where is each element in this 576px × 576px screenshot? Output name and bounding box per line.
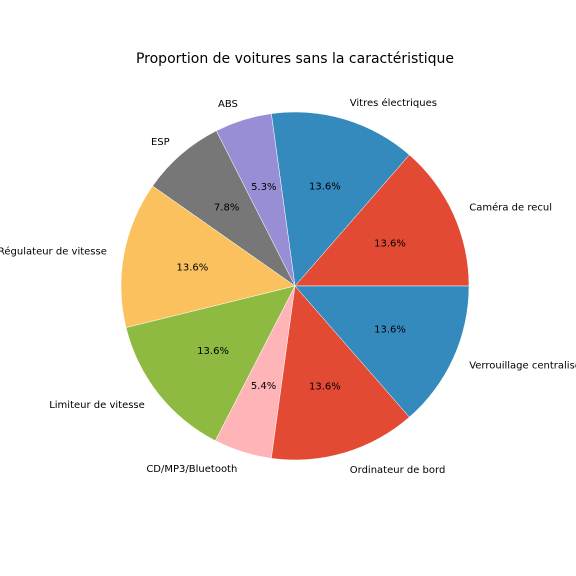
- pct-label-camera-de-recul: 13.6%: [374, 238, 406, 249]
- slice-ordinateur-de-bord: [271, 285, 410, 461]
- label-limiteur-de-vitesse: Limiteur de vitesse: [49, 400, 145, 411]
- label-ordinateur-de-bord: Ordinateur de bord: [350, 465, 446, 476]
- pct-label-verrouillage-centralise: 13.6%: [374, 325, 406, 336]
- pct-label-cd-mp3-bluetooth: 5.4%: [251, 381, 276, 392]
- label-regulateur-de-vitesse: Régulateur de vitesse: [0, 245, 107, 257]
- pie-slices: [120, 111, 470, 461]
- label-cd-mp3-bluetooth: CD/MP3/Bluetooth: [146, 464, 237, 475]
- percent-labels: 13.6% 13.6% 5.3% 7.8% 13.6% 13.6% 5.4% 13.6% 13.…: [176, 181, 405, 392]
- pct-label-regulateur-de-vitesse: 13.6%: [176, 262, 208, 273]
- slice-verrouillage-centralise: [294, 285, 470, 418]
- label-verrouillage-centralise: Verrouillage centralisé: [469, 360, 576, 372]
- slice-limiteur-de-vitesse: [125, 285, 296, 442]
- label-vitres-electriques: Vitres électriques: [350, 97, 437, 109]
- label-esp: ESP: [151, 137, 170, 148]
- slice-labels: Caméra de recul Vitres électriques ABS ESP R…: [0, 97, 576, 476]
- slice-camera-de-recul: [294, 154, 470, 287]
- pct-label-ordinateur-de-bord: 13.6%: [309, 382, 341, 393]
- label-camera-de-recul: Caméra de recul: [469, 201, 552, 213]
- pct-label-limiteur-de-vitesse: 13.6%: [197, 346, 229, 357]
- pct-label-abs: 5.3%: [251, 182, 276, 193]
- pct-label-esp: 7.8%: [214, 203, 239, 214]
- label-abs: ABS: [218, 99, 238, 110]
- chart-title: Proportion de voitures sans la caractéri…: [136, 51, 454, 67]
- slice-regulateur-de-vitesse: [120, 185, 296, 328]
- slice-vitres-electriques: [271, 111, 410, 287]
- pct-label-vitres-electriques: 13.6%: [309, 181, 341, 192]
